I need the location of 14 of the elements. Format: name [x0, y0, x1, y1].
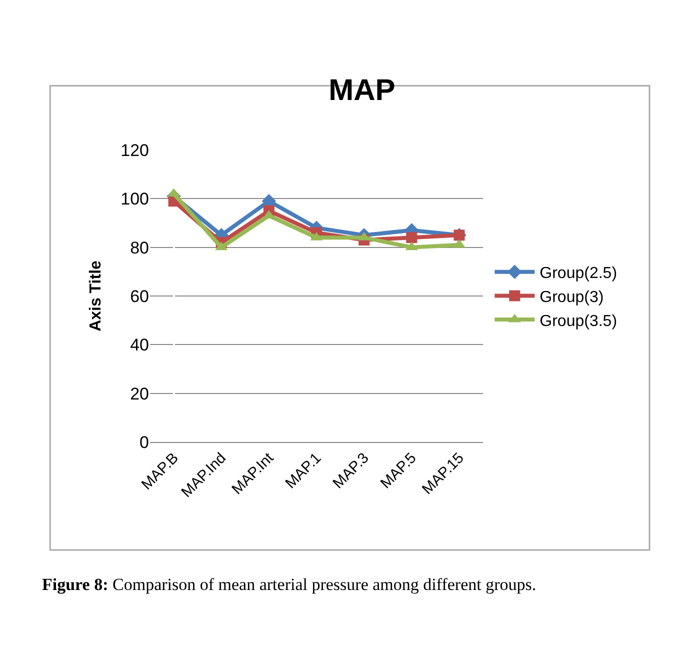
legend-label: Group(3.5) [540, 312, 618, 330]
chart-title: MAP [328, 74, 396, 107]
y-tick-label: 40 [130, 336, 149, 355]
y-tick-label: 60 [130, 286, 149, 306]
legend-label: Group(3) [540, 288, 604, 306]
text: Figure 8: Comparison of mean arterial pressure among different groups. [42, 575, 536, 594]
y-tick-label: 100 [120, 190, 149, 209]
y-tick-label: 0 [140, 432, 149, 452]
y-axis-title: Axis Title [88, 260, 105, 332]
legend-label: Group(2.5) [540, 265, 618, 282]
y-tick-label: 20 [130, 384, 149, 404]
y-tick-label: 120 [120, 140, 149, 160]
point [406, 232, 418, 244]
y-tick-label: 80 [130, 238, 149, 258]
